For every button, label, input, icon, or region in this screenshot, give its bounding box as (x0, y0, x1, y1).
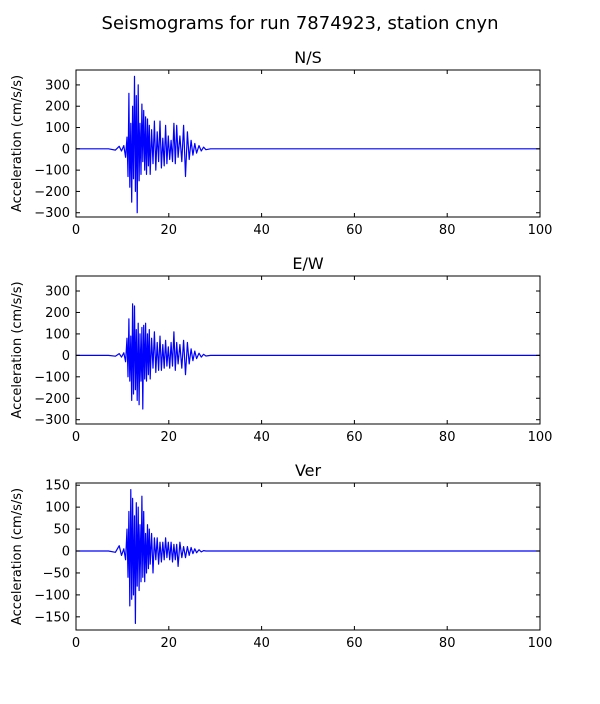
y-axis-label: Acceleration (cm/s/s) (10, 281, 25, 418)
panel-title: N/S (294, 48, 322, 67)
x-tick-label: 80 (439, 636, 456, 651)
x-tick-label: 40 (253, 223, 270, 238)
y-tick-label: −300 (34, 206, 70, 221)
x-tick-label: 0 (72, 430, 80, 445)
y-tick-label: 0 (62, 349, 70, 364)
y-tick-label: 200 (45, 100, 70, 115)
y-tick-label: 50 (53, 523, 70, 538)
x-tick-label: 20 (161, 430, 178, 445)
y-tick-label: −200 (34, 392, 70, 407)
axes-frame (75, 482, 541, 631)
y-tick-label: 100 (45, 327, 70, 342)
x-tick-label: 60 (346, 223, 363, 238)
x-tick-label: 100 (528, 636, 553, 651)
figure-title: Seismograms for run 7874923, station cny… (102, 13, 499, 34)
y-tick-label: −100 (34, 164, 70, 179)
x-tick-label: 0 (72, 223, 80, 238)
y-axis-label: Acceleration (cm/s/s) (10, 75, 25, 212)
y-tick-label: −100 (34, 588, 70, 603)
y-tick-label: 300 (45, 78, 70, 93)
axes-frame (75, 69, 541, 218)
y-tick-label: −200 (34, 185, 70, 200)
y-tick-label: 300 (45, 285, 70, 300)
x-tick-label: 100 (528, 223, 553, 238)
x-tick-label: 20 (161, 636, 178, 651)
axes-frame (75, 275, 541, 425)
y-tick-label: 0 (62, 142, 70, 157)
x-tick-label: 40 (253, 430, 270, 445)
x-tick-label: 0 (72, 636, 80, 651)
panel-title: Ver (295, 461, 322, 480)
panel-2: E/W Acceleration (cm/s/s) 0 20 40 60 80 100 −300… (10, 254, 552, 445)
x-tick-label: 100 (528, 430, 553, 445)
series-line (76, 75, 540, 214)
x-tick-label: 60 (346, 430, 363, 445)
panel-3: Ver Acceleration (cm/s/s) 0 20 40 60 80 100 −150… (10, 461, 552, 651)
x-tick-label: 80 (439, 223, 456, 238)
y-tick-label: 100 (45, 121, 70, 136)
series-line (76, 489, 540, 624)
x-tick-label: 80 (439, 430, 456, 445)
series-line (76, 303, 540, 410)
y-tick-label: 0 (62, 545, 70, 560)
y-tick-label: −300 (34, 413, 70, 428)
y-tick-label: 100 (45, 501, 70, 516)
x-tick-label: 20 (161, 223, 178, 238)
y-axis-label: Acceleration (cm/s/s) (10, 488, 25, 625)
y-tick-label: 200 (45, 306, 70, 321)
x-tick-label: 40 (253, 636, 270, 651)
y-tick-label: −100 (34, 370, 70, 385)
panel-title: E/W (292, 254, 324, 273)
y-tick-label: 150 (45, 479, 70, 494)
x-tick-label: 60 (346, 636, 363, 651)
y-tick-label: −150 (34, 610, 70, 625)
y-tick-label: −50 (43, 566, 70, 581)
panel-1: N/S Acceleration (cm/s/s) 0 20 40 60 80 100 −300… (10, 48, 552, 238)
